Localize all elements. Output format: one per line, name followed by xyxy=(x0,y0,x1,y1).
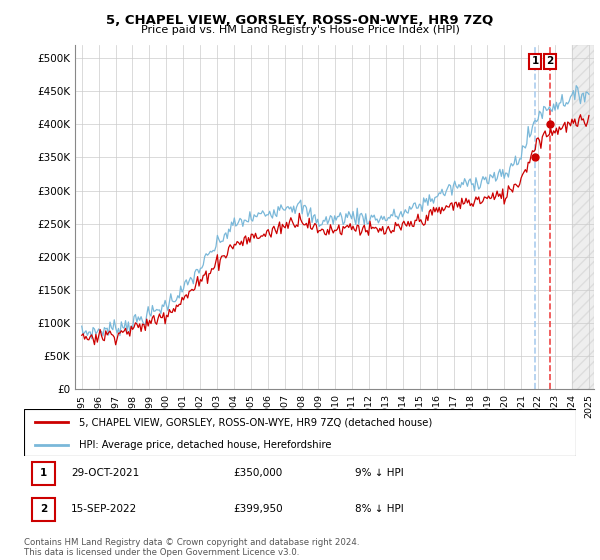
Text: Contains HM Land Registry data © Crown copyright and database right 2024.
This d: Contains HM Land Registry data © Crown c… xyxy=(24,538,359,557)
FancyBboxPatch shape xyxy=(24,409,576,456)
Text: 1: 1 xyxy=(532,57,539,66)
Text: 5, CHAPEL VIEW, GORSLEY, ROSS-ON-WYE, HR9 7ZQ (detached house): 5, CHAPEL VIEW, GORSLEY, ROSS-ON-WYE, HR… xyxy=(79,417,433,427)
Text: 2: 2 xyxy=(547,57,554,66)
Text: 2: 2 xyxy=(40,505,47,515)
Text: £399,950: £399,950 xyxy=(234,505,283,515)
Text: 5, CHAPEL VIEW, GORSLEY, ROSS-ON-WYE, HR9 7ZQ: 5, CHAPEL VIEW, GORSLEY, ROSS-ON-WYE, HR… xyxy=(106,14,494,27)
Text: 29-OCT-2021: 29-OCT-2021 xyxy=(71,468,139,478)
Text: £350,000: £350,000 xyxy=(234,468,283,478)
Text: HPI: Average price, detached house, Herefordshire: HPI: Average price, detached house, Here… xyxy=(79,440,332,450)
FancyBboxPatch shape xyxy=(32,498,55,521)
Text: 1: 1 xyxy=(40,468,47,478)
Text: 15-SEP-2022: 15-SEP-2022 xyxy=(71,505,137,515)
Bar xyxy=(572,45,594,389)
FancyBboxPatch shape xyxy=(32,462,55,485)
Text: 9% ↓ HPI: 9% ↓ HPI xyxy=(355,468,404,478)
Text: 8% ↓ HPI: 8% ↓ HPI xyxy=(355,505,404,515)
Bar xyxy=(572,45,594,389)
Text: Price paid vs. HM Land Registry's House Price Index (HPI): Price paid vs. HM Land Registry's House … xyxy=(140,25,460,35)
